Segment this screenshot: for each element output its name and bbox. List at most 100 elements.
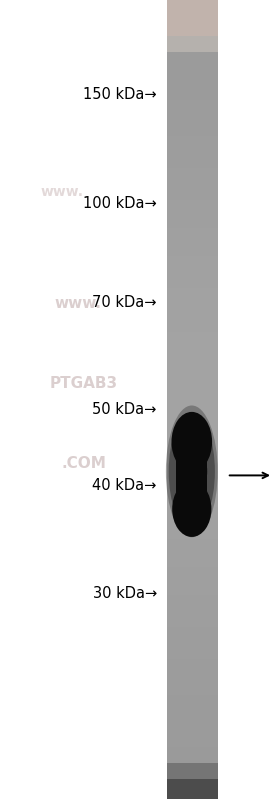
- Ellipse shape: [171, 412, 212, 471]
- Bar: [167, 256, 218, 260]
- Bar: [167, 599, 218, 603]
- Text: .COM: .COM: [62, 456, 106, 471]
- Bar: [167, 715, 218, 719]
- Bar: [167, 116, 218, 120]
- Bar: [167, 192, 218, 196]
- Bar: [167, 112, 218, 116]
- Bar: [167, 8, 218, 12]
- Bar: [167, 128, 218, 132]
- Bar: [167, 787, 218, 791]
- Bar: [167, 28, 218, 32]
- Bar: [167, 360, 218, 364]
- Ellipse shape: [176, 446, 207, 497]
- Bar: [167, 344, 218, 348]
- Bar: [167, 723, 218, 727]
- Bar: [167, 268, 218, 272]
- Bar: [167, 0, 218, 36]
- Bar: [167, 252, 218, 256]
- Bar: [167, 463, 218, 467]
- Bar: [167, 747, 218, 751]
- Bar: [167, 675, 218, 679]
- Bar: [167, 348, 218, 352]
- Bar: [167, 20, 218, 24]
- Bar: [167, 531, 218, 535]
- Bar: [167, 24, 218, 28]
- Bar: [167, 184, 218, 188]
- Bar: [167, 495, 218, 499]
- Bar: [167, 455, 218, 459]
- Text: www.: www.: [55, 296, 102, 311]
- Bar: [167, 212, 218, 216]
- Bar: [167, 563, 218, 567]
- Bar: [167, 527, 218, 531]
- Bar: [167, 707, 218, 711]
- Bar: [167, 419, 218, 423]
- Bar: [167, 284, 218, 288]
- Bar: [167, 515, 218, 519]
- Bar: [167, 232, 218, 236]
- Bar: [167, 236, 218, 240]
- Bar: [167, 631, 218, 635]
- Bar: [167, 96, 218, 100]
- Bar: [167, 431, 218, 435]
- Text: 70 kDa→: 70 kDa→: [92, 295, 157, 309]
- Bar: [167, 635, 218, 639]
- Bar: [167, 403, 218, 407]
- Bar: [167, 587, 218, 591]
- Bar: [167, 763, 218, 779]
- Bar: [167, 407, 218, 411]
- Bar: [167, 663, 218, 667]
- Bar: [167, 328, 218, 332]
- Bar: [167, 288, 218, 292]
- Bar: [167, 332, 218, 336]
- Bar: [167, 80, 218, 84]
- Bar: [167, 216, 218, 220]
- Bar: [167, 771, 218, 775]
- Bar: [167, 703, 218, 707]
- Bar: [167, 687, 218, 691]
- Bar: [167, 435, 218, 439]
- Bar: [167, 499, 218, 503]
- Bar: [167, 44, 218, 48]
- Bar: [167, 384, 218, 388]
- Bar: [167, 719, 218, 723]
- Text: PTGAB3: PTGAB3: [50, 376, 118, 391]
- Bar: [167, 415, 218, 419]
- Bar: [167, 32, 218, 36]
- Bar: [167, 12, 218, 16]
- Bar: [167, 248, 218, 252]
- Bar: [167, 651, 218, 655]
- Bar: [167, 647, 218, 651]
- Bar: [167, 519, 218, 523]
- Bar: [167, 60, 218, 64]
- Bar: [167, 164, 218, 168]
- Bar: [167, 767, 218, 771]
- Bar: [167, 16, 218, 20]
- Bar: [167, 543, 218, 547]
- Bar: [167, 603, 218, 607]
- Ellipse shape: [166, 405, 218, 537]
- Bar: [167, 40, 218, 44]
- Bar: [167, 156, 218, 160]
- Bar: [167, 152, 218, 156]
- Bar: [167, 376, 218, 380]
- Bar: [167, 372, 218, 376]
- Bar: [167, 368, 218, 372]
- Bar: [167, 683, 218, 687]
- Bar: [167, 507, 218, 511]
- Bar: [167, 76, 218, 80]
- Bar: [167, 108, 218, 112]
- Bar: [167, 479, 218, 483]
- Bar: [167, 567, 218, 571]
- Bar: [167, 324, 218, 328]
- Bar: [167, 451, 218, 455]
- Bar: [167, 779, 218, 799]
- Bar: [167, 296, 218, 300]
- Bar: [167, 336, 218, 340]
- Bar: [167, 300, 218, 304]
- Bar: [167, 439, 218, 443]
- Ellipse shape: [169, 414, 215, 529]
- Bar: [167, 727, 218, 731]
- Bar: [167, 551, 218, 555]
- Bar: [167, 695, 218, 699]
